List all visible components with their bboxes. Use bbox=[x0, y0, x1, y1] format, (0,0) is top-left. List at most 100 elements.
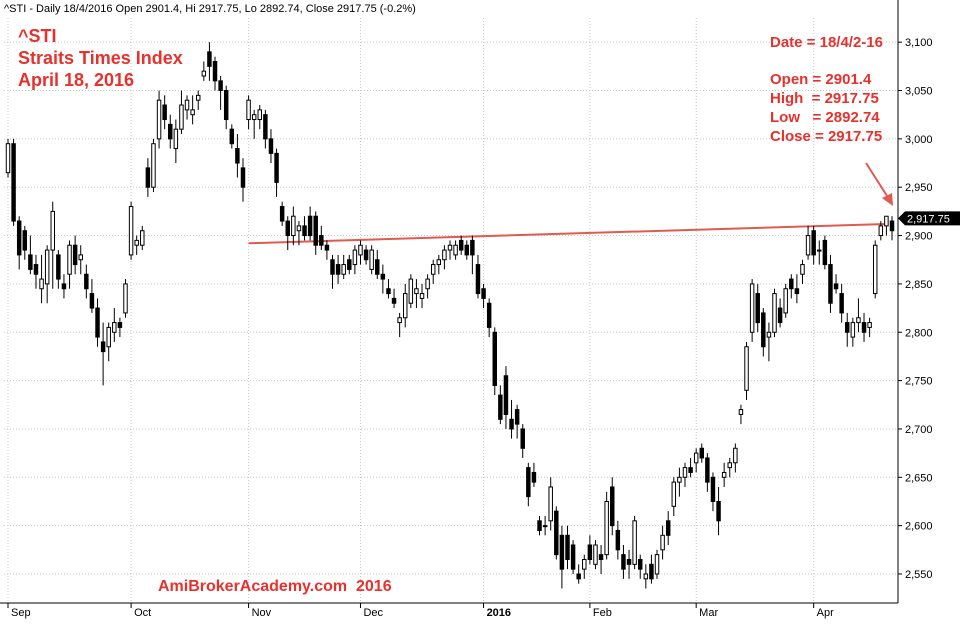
last-price-tag: 2,917.75 bbox=[898, 211, 960, 226]
candle bbox=[682, 462, 688, 487]
candle-body-down bbox=[537, 520, 542, 531]
candle bbox=[78, 245, 83, 275]
candle-body-up bbox=[872, 244, 878, 295]
candle bbox=[44, 245, 50, 304]
annotation-date: April 18, 2016 bbox=[18, 70, 134, 90]
candle-body-up bbox=[140, 230, 145, 246]
candle bbox=[761, 308, 766, 357]
candle-body-down bbox=[218, 80, 223, 92]
candle-body-up bbox=[67, 244, 72, 275]
candle-body-down bbox=[464, 244, 470, 256]
candle bbox=[548, 477, 553, 531]
x-axis-ticks: Sep Oct Nov Dec 2016 Feb Mar Apr bbox=[7, 603, 834, 619]
candle-body-up bbox=[453, 244, 458, 256]
candle bbox=[263, 109, 268, 149]
x-tick-label: 2016 bbox=[487, 607, 511, 619]
x-tick-label: Nov bbox=[252, 607, 272, 619]
candle bbox=[475, 254, 481, 299]
candle bbox=[95, 298, 100, 347]
candle bbox=[39, 254, 44, 304]
candle bbox=[11, 138, 16, 226]
candle-body-down bbox=[839, 293, 844, 314]
candle bbox=[570, 540, 576, 574]
candle bbox=[710, 472, 716, 512]
ohlc-low: Low = 2892.74 bbox=[770, 109, 880, 126]
candle-body-up bbox=[50, 210, 55, 251]
candle-body-up bbox=[660, 534, 665, 551]
candle bbox=[861, 312, 867, 342]
candle bbox=[190, 95, 195, 125]
candle bbox=[884, 215, 889, 236]
candle-body-up bbox=[5, 143, 11, 174]
candle bbox=[811, 225, 816, 265]
candle bbox=[50, 201, 55, 289]
candle-body-up bbox=[677, 476, 682, 483]
candle bbox=[850, 317, 856, 347]
candle-body-down bbox=[889, 220, 895, 232]
candle-body-up bbox=[733, 447, 738, 464]
candle bbox=[542, 515, 548, 536]
ohlc-high: High = 2917.75 bbox=[770, 90, 879, 107]
candle-body-down bbox=[263, 114, 268, 140]
candle bbox=[699, 443, 705, 463]
candle bbox=[302, 216, 307, 241]
candle bbox=[447, 240, 453, 260]
candle-body-up bbox=[179, 104, 184, 130]
candle bbox=[822, 235, 828, 270]
y-tick-label: 3,000 bbox=[905, 134, 933, 146]
last-price-tag-bg bbox=[898, 211, 960, 226]
candle bbox=[425, 274, 430, 299]
candle-body-down bbox=[761, 312, 766, 348]
candle bbox=[436, 254, 442, 275]
candle-body-down bbox=[89, 293, 95, 309]
candle-body-down bbox=[347, 259, 352, 270]
y-tick-label: 2,900 bbox=[905, 231, 933, 243]
candle bbox=[794, 274, 800, 304]
candle bbox=[716, 486, 721, 536]
candle-body-down bbox=[475, 264, 481, 295]
y-tick-label: 2,950 bbox=[905, 182, 933, 194]
candle bbox=[347, 254, 352, 275]
candle-body-down bbox=[375, 259, 380, 275]
candle bbox=[134, 235, 139, 255]
candle bbox=[240, 158, 246, 202]
candle-body-down bbox=[458, 239, 464, 251]
candle bbox=[576, 564, 581, 584]
candle bbox=[649, 554, 654, 584]
candle bbox=[453, 240, 458, 260]
candle-body-down bbox=[391, 297, 397, 304]
candle bbox=[783, 283, 788, 318]
chart-header-info: ^STI - Daily 18/4/2016 Open 2901.4, Hi 2… bbox=[4, 3, 416, 15]
candle-body-down bbox=[168, 123, 173, 140]
candle bbox=[375, 250, 380, 280]
candle bbox=[693, 448, 699, 473]
candle-body-down bbox=[22, 230, 28, 251]
candle bbox=[162, 95, 167, 130]
candle bbox=[123, 279, 128, 318]
y-tick-label: 2,750 bbox=[905, 376, 933, 388]
candle-body-down bbox=[610, 486, 615, 527]
candle bbox=[207, 42, 212, 81]
candle bbox=[839, 283, 844, 323]
candle-body-down bbox=[302, 225, 307, 237]
candle-body-up bbox=[430, 264, 436, 275]
candle-body-up bbox=[39, 278, 44, 290]
candle-body-up bbox=[671, 481, 677, 507]
candle bbox=[632, 515, 637, 570]
candle bbox=[319, 225, 324, 251]
candle bbox=[833, 274, 839, 294]
candle bbox=[503, 366, 509, 429]
y-tick-label: 2,700 bbox=[905, 424, 933, 436]
candle-body-down bbox=[380, 273, 386, 280]
candle bbox=[766, 322, 772, 362]
candle bbox=[291, 206, 296, 246]
candle-body-up bbox=[190, 109, 195, 116]
candle bbox=[251, 109, 257, 139]
candle-body-down bbox=[699, 447, 705, 459]
candle-body-up bbox=[184, 99, 190, 111]
candle bbox=[733, 443, 738, 473]
candle-body-up bbox=[867, 322, 872, 328]
trendline bbox=[248, 222, 887, 245]
candle-body-up bbox=[123, 283, 128, 314]
